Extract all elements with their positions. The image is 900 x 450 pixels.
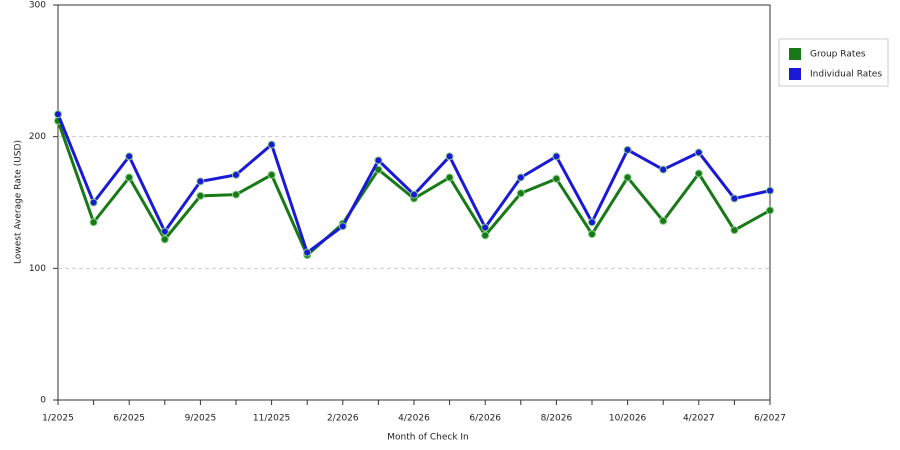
- data-point: [410, 190, 418, 199]
- data-point: [89, 198, 98, 207]
- data-point: [338, 222, 347, 231]
- data-point: [623, 173, 632, 182]
- legend-swatch: [789, 68, 801, 80]
- x-tick-label: 4/2027: [683, 414, 715, 424]
- data-point: [766, 206, 774, 215]
- y-tick-label: 200: [29, 132, 46, 142]
- legend-label: Individual Rates: [810, 70, 882, 80]
- data-point: [516, 173, 525, 182]
- data-point: [730, 194, 739, 203]
- data-point: [516, 189, 525, 198]
- data-point: [125, 152, 134, 161]
- y-tick-label: 0: [40, 396, 46, 406]
- data-point: [232, 170, 240, 179]
- data-point: [552, 174, 561, 183]
- data-point: [588, 218, 596, 227]
- x-tick-label: 4/2026: [398, 414, 430, 424]
- x-tick-label: 6/2025: [113, 414, 145, 424]
- x-axis-title: Month of Check In: [387, 433, 469, 443]
- data-point: [445, 173, 454, 182]
- y-tick-label: 300: [29, 1, 46, 11]
- legend-label: Group Rates: [810, 50, 866, 60]
- data-point: [623, 145, 632, 154]
- x-tick-label: 2/2026: [327, 414, 359, 424]
- data-point: [89, 218, 98, 227]
- data-point: [374, 156, 383, 165]
- data-point: [659, 216, 668, 225]
- data-point: [445, 152, 454, 161]
- x-tick-label: 11/2025: [253, 414, 290, 424]
- data-point: [694, 169, 703, 178]
- y-tick-label: 100: [29, 264, 46, 274]
- data-point: [267, 140, 276, 149]
- x-tick-label: 10/2026: [609, 414, 647, 424]
- data-point: [481, 223, 490, 232]
- data-point: [160, 235, 169, 244]
- data-point: [267, 170, 276, 179]
- data-point: [160, 227, 169, 236]
- data-point: [694, 148, 703, 157]
- data-point: [196, 191, 205, 200]
- x-tick-label: 6/2027: [754, 414, 786, 424]
- data-point: [54, 110, 62, 119]
- legend-box: [778, 38, 889, 87]
- x-tick-label: 1/2025: [42, 414, 74, 424]
- x-tick-label: 6/2026: [469, 414, 501, 424]
- data-point: [730, 226, 739, 235]
- data-point: [303, 248, 312, 257]
- x-tick-label: 9/2025: [185, 414, 217, 424]
- data-point: [766, 186, 774, 195]
- y-axis-title: Lowest Average Rate (USD): [14, 140, 24, 264]
- data-point: [196, 177, 205, 186]
- data-point: [481, 231, 490, 240]
- legend-swatch: [789, 48, 801, 60]
- x-tick-label: 8/2026: [541, 414, 573, 424]
- data-point: [588, 230, 596, 239]
- data-point: [232, 190, 240, 199]
- data-point: [552, 152, 561, 161]
- data-point: [125, 173, 134, 182]
- data-point: [659, 165, 668, 174]
